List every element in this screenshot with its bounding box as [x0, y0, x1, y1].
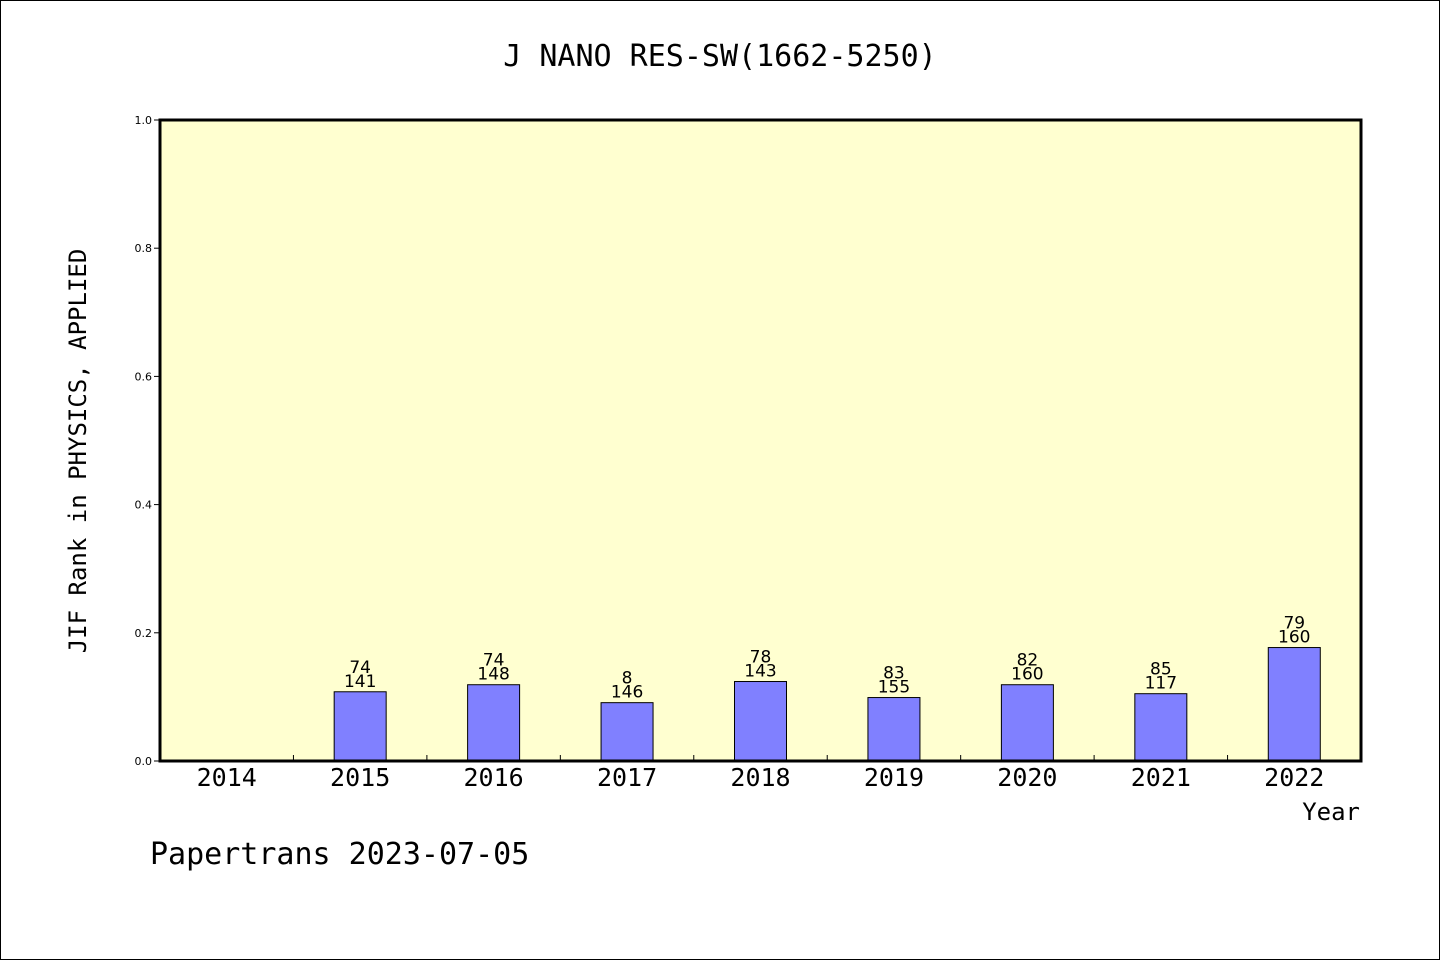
x-tick-label: 2018: [730, 763, 790, 792]
bar-total-label: 141: [344, 672, 376, 692]
bar-rank-label: 82: [1017, 651, 1039, 671]
x-tick-label: 2015: [330, 763, 390, 792]
x-tick-label: 2022: [1264, 763, 1324, 792]
x-tick-label: 2020: [997, 763, 1057, 792]
y-axis-label: JIF Rank in PHYSICS, APPLIED: [64, 249, 92, 654]
bar-total-label: 117: [1145, 674, 1177, 694]
bar: [1134, 693, 1188, 762]
x-tick-label: 2021: [1131, 763, 1191, 792]
y-tick-label: 0.2: [135, 627, 153, 640]
chart-title: J NANO RES-SW(1662-5250): [503, 39, 936, 74]
bar: [734, 681, 787, 762]
y-tick-label: 0.4: [135, 499, 153, 512]
y-ticks-group: 0.0 0.2 0.4 0.6 0.8 1.0: [135, 114, 160, 768]
bar-total-label: 146: [611, 683, 643, 703]
bar-rank-label: 85: [1150, 660, 1172, 680]
bar-rank-label: 79: [1283, 614, 1305, 634]
x-tick-label: 2014: [197, 763, 257, 792]
bar-rank-label: 78: [750, 648, 772, 668]
x-tick-label: 2019: [864, 763, 924, 792]
bar-rank-label: 8: [622, 669, 633, 689]
bar-total-label: 148: [477, 665, 509, 685]
x-axis-label: Year: [1302, 798, 1360, 826]
bar: [600, 702, 654, 762]
bars-group: [333, 647, 1321, 762]
bar-total-label: 160: [1011, 665, 1043, 685]
bar-rank-label: 83: [883, 664, 905, 684]
bar: [467, 684, 521, 762]
y-tick-label: 0.8: [135, 242, 153, 255]
credit-text: Papertrans 2023-07-05: [150, 837, 529, 872]
bar: [867, 697, 921, 762]
bar: [333, 691, 387, 762]
x-tick-label: 2016: [464, 763, 524, 792]
plot-border: [158, 118, 1363, 763]
x-tick-label: 2017: [597, 763, 657, 792]
plot-background: [160, 120, 1361, 761]
bar-total-label: 155: [878, 678, 910, 698]
bar-rank-label: 74: [349, 658, 371, 678]
bar: [1267, 647, 1321, 762]
bar-total-label: 160: [1278, 628, 1310, 648]
y-tick-label: 0.6: [135, 370, 153, 383]
x-ticks-group: 2014 2015 2016 2017 2018 2019 2020 2021 2022: [197, 755, 1324, 792]
y-tick-label: 1.0: [135, 114, 153, 127]
bar-total-label: 143: [744, 662, 776, 682]
y-tick-label: 0.0: [135, 755, 153, 768]
bar: [1000, 684, 1054, 762]
bar-rank-label: 74: [483, 651, 505, 671]
